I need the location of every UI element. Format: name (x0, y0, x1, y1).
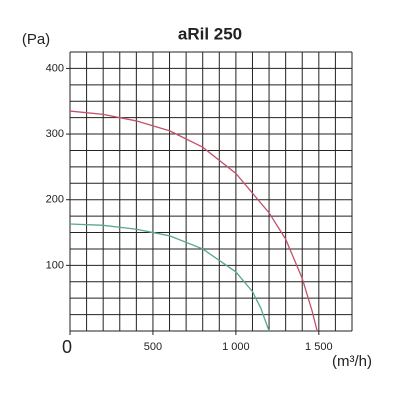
y-tick-label: 400 (46, 62, 64, 74)
chart-title: aRil 250 (178, 24, 242, 43)
y-tick-label: 100 (46, 259, 64, 271)
x-axis-label: (m³/h) (332, 353, 372, 370)
y-tick-label: 300 (46, 128, 64, 140)
x-tick-label: 1 000 (222, 341, 250, 353)
x-tick-label: 1 500 (305, 341, 333, 353)
y-axis-label: (Pa) (22, 31, 50, 48)
x-tick-label: 0 (62, 337, 72, 357)
y-tick-label: 200 (46, 194, 64, 206)
x-tick-label: 500 (144, 341, 162, 353)
curve (69, 223, 270, 332)
curve (69, 110, 318, 332)
